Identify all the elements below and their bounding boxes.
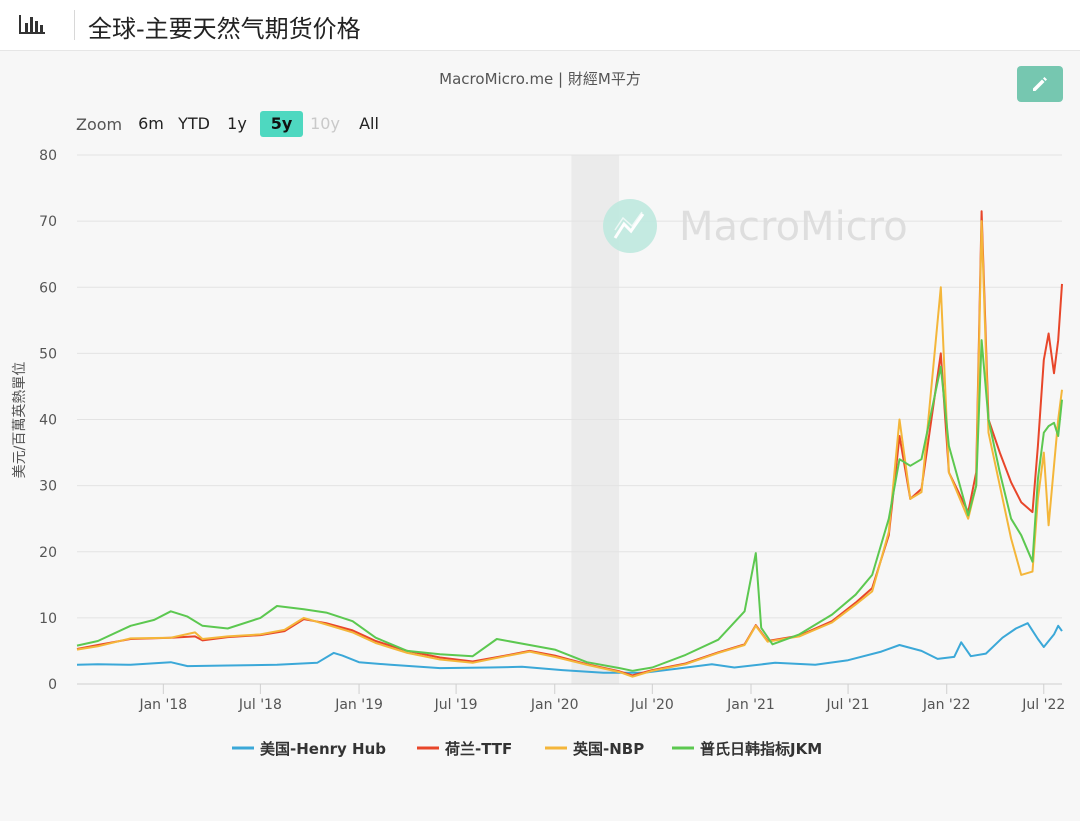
series-line-0[interactable]	[76, 622, 1063, 674]
header-divider	[74, 10, 75, 40]
y-tick-label: 0	[48, 677, 57, 693]
header-bar: 全球-主要天然气期货价格	[0, 0, 1080, 51]
x-tick-label: Jul '19	[434, 697, 478, 713]
bar-chart-icon[interactable]	[18, 12, 46, 36]
y-tick-label: 60	[39, 280, 57, 296]
page-title: 全球-主要天然气期货价格	[88, 15, 361, 43]
x-tick-label: Jul '22	[1021, 697, 1065, 713]
x-tick-label: Jan '18	[138, 697, 187, 713]
y-tick-label: 70	[39, 214, 57, 230]
y-tick-label: 80	[39, 148, 57, 164]
edit-button[interactable]	[1017, 66, 1063, 102]
zoom-10y-button[interactable]: 10y	[310, 114, 340, 133]
legend-item-1[interactable]: 荷兰-TTF	[417, 740, 512, 758]
series-line-2[interactable]	[76, 220, 1063, 678]
series-line-3[interactable]	[76, 339, 1063, 672]
legend-label: 荷兰-TTF	[445, 740, 512, 758]
legend-label: 普氏日韩指标JKM	[700, 740, 822, 758]
legend-item-3[interactable]: 普氏日韩指标JKM	[672, 740, 822, 758]
series-line-1[interactable]	[76, 210, 1063, 677]
y-tick-label: 40	[39, 413, 57, 429]
y-tick-label: 30	[39, 479, 57, 495]
legend-item-0[interactable]: 美国-Henry Hub	[232, 740, 386, 758]
x-tick-label: Jan '21	[726, 697, 775, 713]
x-tick-label: Jul '21	[826, 697, 870, 713]
chart-source: MacroMicro.me | 財經M平方	[439, 70, 641, 88]
zoom-label: Zoom	[76, 115, 123, 134]
gridlines	[77, 154, 1062, 685]
x-tick-label: Jan '20	[530, 697, 579, 713]
zoom-6m-button[interactable]: 6m	[138, 114, 164, 133]
y-axis-ticks: 0 10 20 30 40 50 60 70 80	[39, 148, 57, 693]
x-tick-label: Jan '19	[334, 697, 383, 713]
x-tick-label: Jan '22	[922, 697, 971, 713]
legend-label: 美国-Henry Hub	[260, 740, 386, 758]
x-tick-label: Jul '18	[238, 697, 282, 713]
zoom-all-button[interactable]: All	[359, 114, 379, 133]
legend: 美国-Henry Hub 荷兰-TTF 英国-NBP 普氏日韩指标JKM	[232, 740, 822, 758]
watermark: MacroMicro	[603, 199, 908, 253]
zoom-ytd-button[interactable]: YTD	[178, 114, 210, 133]
y-tick-label: 50	[39, 346, 57, 362]
x-axis-ticks: Jan '18 Jul '18 Jan '19 Jul '19 Jan '20 Jul '…	[138, 684, 1065, 713]
pencil-icon	[1033, 77, 1047, 91]
watermark-text: MacroMicro	[679, 204, 908, 250]
legend-item-2[interactable]: 英国-NBP	[545, 740, 644, 758]
zoom-1y-button[interactable]: 1y	[227, 114, 247, 133]
zoom-5y-button[interactable]: 5y	[260, 111, 303, 137]
legend-label: 英国-NBP	[573, 740, 644, 758]
series-lines	[76, 210, 1063, 678]
y-tick-label: 10	[39, 611, 57, 627]
x-tick-label: Jul '20	[630, 697, 674, 713]
y-tick-label: 20	[39, 545, 57, 561]
y-axis-label: 美元/百萬英熱單位	[11, 362, 28, 479]
